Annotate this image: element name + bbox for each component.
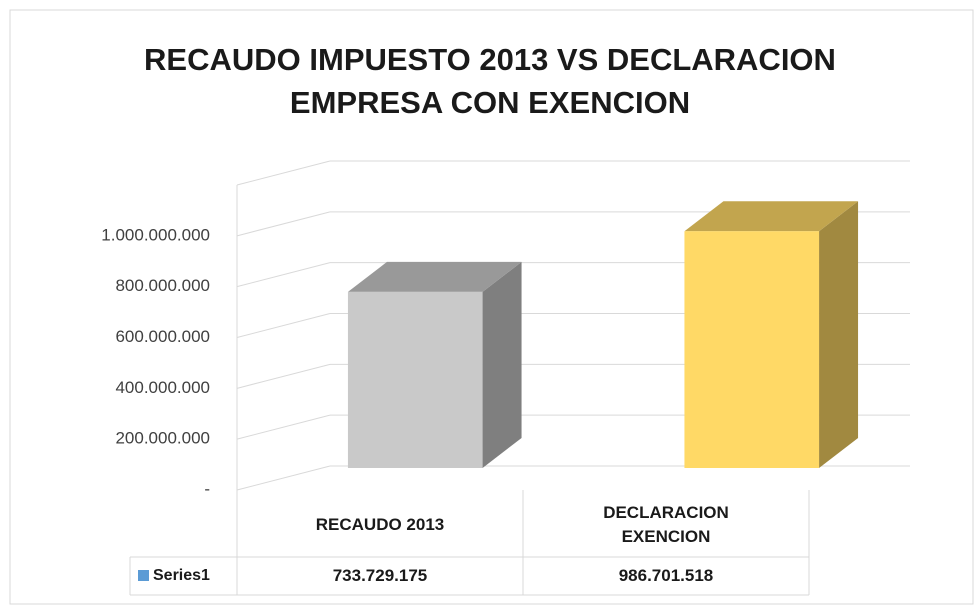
y-tick-label: - [204, 479, 210, 498]
grid-line [236, 363, 331, 389]
grid-line [236, 160, 331, 186]
grid-line [236, 211, 331, 237]
category-label: DECLARACION EXENCION [603, 502, 729, 546]
category-label: RECAUDO 2013 [315, 514, 445, 534]
y-tick-label: 200.000.000 [115, 429, 210, 448]
grid-line [236, 465, 331, 491]
bar-side [482, 261, 522, 468]
legend-label: Series1 [153, 567, 210, 584]
bar [347, 291, 483, 468]
y-tick-label: 800.000.000 [115, 276, 210, 295]
y-tick-label: 1.000.000.000 [101, 225, 210, 244]
y-tick-label: 600.000.000 [115, 327, 210, 346]
grid-line [236, 313, 331, 338]
legend-key [138, 570, 149, 581]
bar-top [684, 201, 859, 232]
grid-line [236, 262, 331, 288]
bar [684, 231, 820, 468]
chart-border [9, 9, 974, 605]
grid-line [236, 414, 331, 440]
bar-side [819, 201, 859, 468]
data-table-value: 986.701.518 [618, 566, 714, 585]
bar-top [347, 261, 522, 292]
chart-title: RECAUDO IMPUESTO 2013 VS DECLARACION EMP… [144, 42, 836, 120]
y-tick-label: 400.000.000 [115, 378, 210, 397]
data-table-value: 733.729.175 [332, 566, 428, 585]
